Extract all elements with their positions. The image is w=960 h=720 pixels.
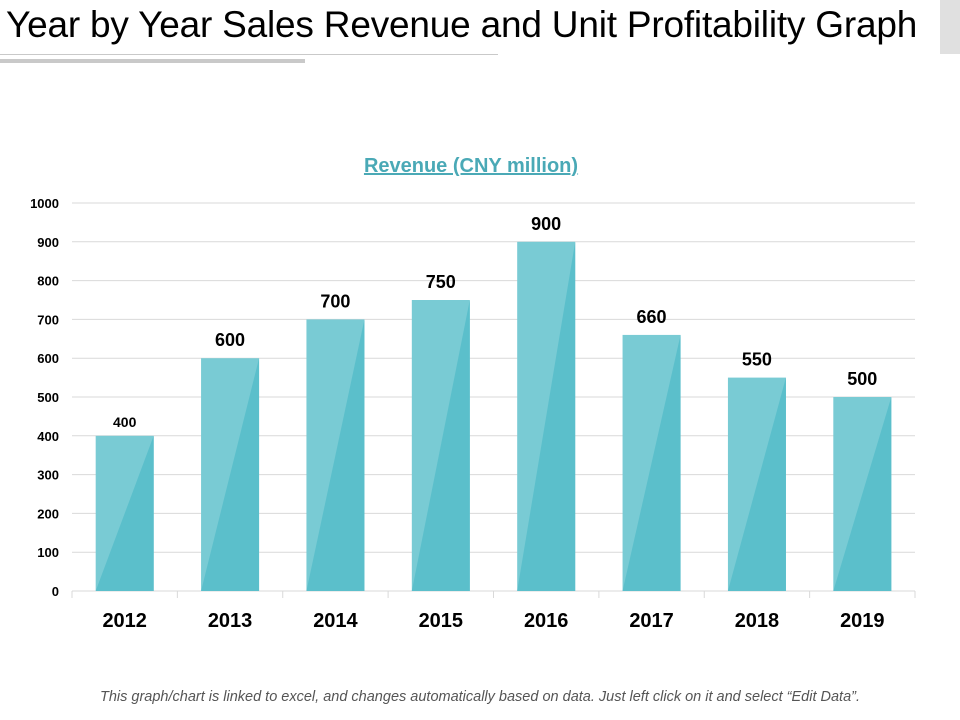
data-label: 600 — [215, 330, 245, 350]
bar-shade — [306, 319, 365, 591]
y-tick-label: 300 — [37, 468, 59, 483]
data-label: 750 — [426, 272, 456, 292]
y-tick-label: 100 — [37, 545, 59, 560]
bar-shade — [517, 241, 576, 592]
bar-shade — [727, 377, 786, 591]
x-tick-label: 2013 — [208, 610, 253, 632]
y-tick-label: 800 — [37, 274, 59, 289]
bars[interactable] — [95, 241, 892, 592]
bar-2012[interactable] — [95, 435, 154, 591]
y-tick-label: 700 — [37, 312, 59, 327]
x-tick-label: 2015 — [419, 610, 464, 632]
bar-2017[interactable] — [622, 334, 681, 591]
bar-2014[interactable] — [306, 319, 365, 591]
x-tick-label: 2018 — [735, 610, 780, 632]
bar-2015[interactable] — [411, 300, 470, 591]
bar-2016[interactable] — [517, 241, 576, 592]
gridlines — [71, 202, 916, 598]
bar-2019[interactable] — [833, 397, 892, 591]
page-title: Year by Year Sales Revenue and Unit Prof… — [6, 4, 918, 45]
data-label: 660 — [637, 307, 667, 327]
x-tick-label: 2017 — [629, 610, 674, 632]
x-tick-label: 2014 — [313, 610, 358, 632]
data-label: 900 — [531, 214, 561, 234]
x-tick-label: 2012 — [102, 610, 147, 632]
chart-title: Revenue (CNY million) — [364, 155, 578, 177]
corner-tab — [940, 0, 960, 54]
y-axis-tick-labels: 0 100 200 300 400 500 600 700 800 900 1000 — [30, 196, 59, 599]
footnote: This graph/chart is linked to excel, and… — [99, 689, 861, 705]
data-label: 400 — [113, 414, 137, 430]
data-label: 550 — [742, 350, 772, 370]
bar-shade — [95, 435, 154, 591]
bar-shade — [201, 358, 260, 591]
x-tick-label: 2019 — [840, 610, 885, 632]
x-tick-label: 2016 — [524, 610, 569, 632]
y-tick-label: 0 — [52, 584, 59, 599]
title-underline — [0, 54, 498, 55]
bar-shade — [833, 397, 892, 591]
y-tick-label: 600 — [37, 351, 59, 366]
y-tick-label: 1000 — [30, 196, 59, 211]
bar-shade — [411, 300, 470, 591]
data-label: 500 — [847, 369, 877, 389]
data-label: 700 — [320, 291, 350, 311]
y-tick-label: 500 — [37, 390, 59, 405]
y-tick-label: 900 — [37, 235, 59, 250]
title-accent-bar — [0, 59, 305, 63]
y-tick-label: 400 — [37, 429, 59, 444]
x-axis-tick-labels: 2012 2013 2014 2015 2016 2017 2018 2019 — [102, 610, 884, 632]
bar-shade — [622, 334, 681, 591]
bar-2013[interactable] — [201, 358, 260, 591]
bar-2018[interactable] — [727, 377, 786, 591]
y-tick-label: 200 — [37, 506, 59, 521]
data-labels: 400 600 700 750 900 660 550 500 — [113, 214, 877, 430]
